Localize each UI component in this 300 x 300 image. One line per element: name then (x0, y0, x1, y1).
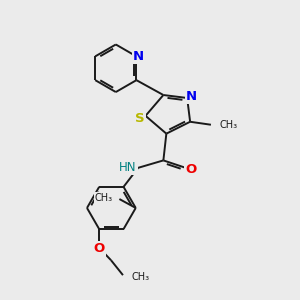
Text: O: O (94, 242, 105, 256)
Text: HN: HN (119, 161, 136, 174)
Text: CH₃: CH₃ (131, 272, 149, 282)
Text: CH₃: CH₃ (95, 193, 113, 202)
Text: N: N (133, 50, 144, 63)
Text: O: O (185, 163, 197, 176)
Text: S: S (135, 112, 145, 125)
Text: CH₃: CH₃ (219, 120, 237, 130)
Text: N: N (186, 90, 197, 103)
